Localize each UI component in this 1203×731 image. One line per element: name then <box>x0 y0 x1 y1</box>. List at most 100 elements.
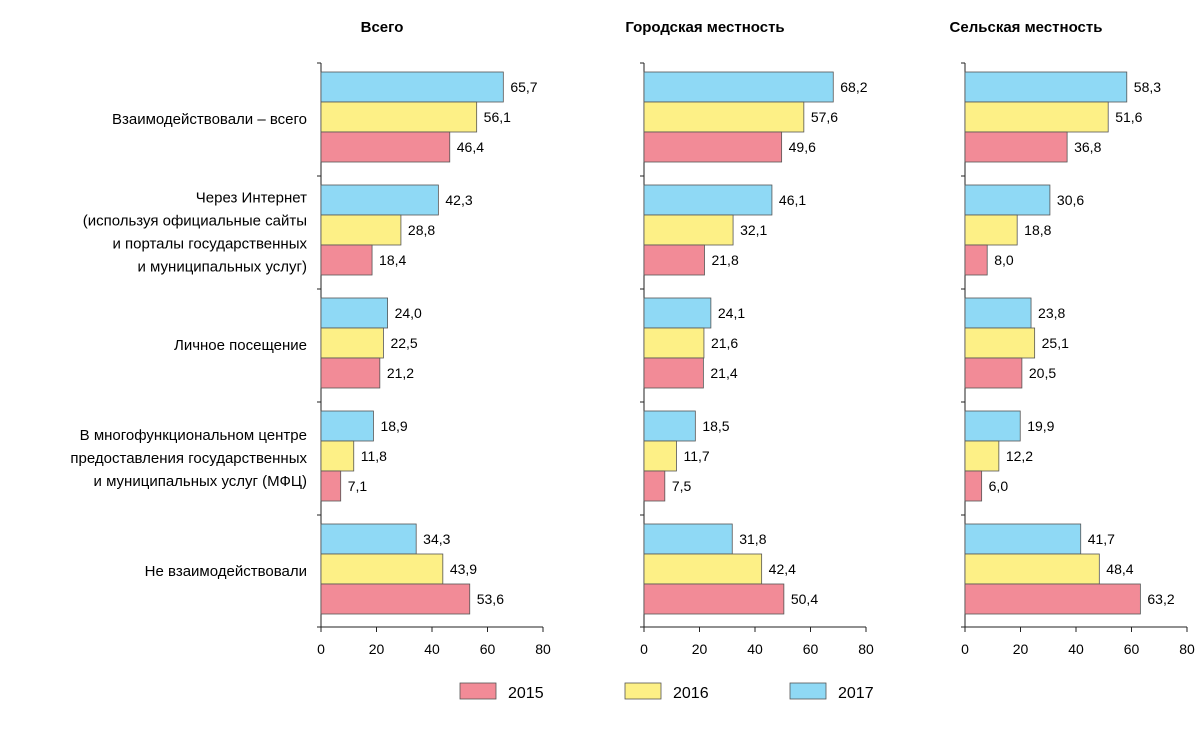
bar <box>964 583 1141 615</box>
bar-value-label: 51,6 <box>1115 109 1142 125</box>
bar-value-label: 57,6 <box>811 109 838 125</box>
x-tick-label: 20 <box>369 641 385 657</box>
x-tick-label: 80 <box>535 641 551 657</box>
legend-label: 2017 <box>838 685 874 702</box>
bar <box>320 410 374 442</box>
bar <box>320 553 444 585</box>
bar-value-label: 30,6 <box>1057 192 1084 208</box>
bar-value-label: 53,6 <box>477 591 504 607</box>
bar <box>643 440 677 472</box>
bar <box>643 184 773 216</box>
bar-value-label: 18,9 <box>380 418 407 434</box>
bar-value-label: 50,4 <box>791 591 818 607</box>
bar-value-label: 25,1 <box>1042 335 1069 351</box>
bar-value-label: 32,1 <box>740 222 767 238</box>
bar <box>643 297 712 329</box>
category-label: Не взаимодействовали <box>145 563 307 580</box>
bar-value-label: 7,1 <box>348 478 368 494</box>
bar-value-label: 21,6 <box>711 335 738 351</box>
bar-value-label: 63,2 <box>1147 591 1174 607</box>
bar-value-label: 19,9 <box>1027 418 1054 434</box>
x-tick-label: 60 <box>480 641 496 657</box>
bar-value-label: 46,4 <box>457 139 484 155</box>
bar-value-label: 36,8 <box>1074 139 1101 155</box>
x-tick-label: 40 <box>1068 641 1084 657</box>
bar <box>320 214 402 246</box>
bar <box>320 523 417 555</box>
x-tick-label: 0 <box>317 641 325 657</box>
category-label: Через Интернет <box>196 190 307 207</box>
bar <box>643 470 666 502</box>
bar-value-label: 68,2 <box>840 79 867 95</box>
bar <box>964 440 1000 472</box>
bar-value-label: 18,8 <box>1024 222 1051 238</box>
bar <box>643 410 696 442</box>
bar <box>643 327 705 359</box>
bar-value-label: 48,4 <box>1106 561 1133 577</box>
bar-value-label: 49,6 <box>789 139 816 155</box>
bar <box>320 101 478 133</box>
category-label: В многофункциональном центре <box>80 427 307 444</box>
bar <box>643 71 834 103</box>
bar <box>964 553 1100 585</box>
bar <box>964 523 1082 555</box>
bar-value-label: 21,2 <box>387 365 414 381</box>
legend-swatch <box>459 682 497 700</box>
legend-swatch <box>624 682 662 700</box>
bar-value-label: 65,7 <box>510 79 537 95</box>
x-tick-label: 80 <box>858 641 874 657</box>
bar <box>964 327 1036 359</box>
panel-title: Городская местность <box>625 19 784 36</box>
bar-value-label: 42,3 <box>445 192 472 208</box>
bar <box>320 357 381 389</box>
x-tick-label: 60 <box>1124 641 1140 657</box>
x-tick-label: 20 <box>1013 641 1029 657</box>
bar-value-label: 41,7 <box>1088 531 1115 547</box>
bar-value-label: 42,4 <box>769 561 796 577</box>
bar-value-label: 18,4 <box>379 252 406 268</box>
bar-value-label: 12,2 <box>1006 448 1033 464</box>
bar-value-label: 20,5 <box>1029 365 1056 381</box>
bar-value-label: 58,3 <box>1134 79 1161 95</box>
bar <box>320 583 471 615</box>
bar <box>320 327 384 359</box>
bar-value-label: 23,8 <box>1038 305 1065 321</box>
bar <box>320 71 504 103</box>
x-tick-label: 40 <box>747 641 763 657</box>
bar <box>964 297 1032 329</box>
bar <box>643 523 733 555</box>
bar-value-label: 11,7 <box>683 448 709 464</box>
bar-value-label: 31,8 <box>739 531 766 547</box>
category-label: и порталы государственных <box>112 236 307 253</box>
bar <box>643 131 783 163</box>
legend-swatch <box>789 682 827 700</box>
bar <box>964 184 1051 216</box>
bar-value-label: 7,5 <box>672 478 692 494</box>
legend-label: 2015 <box>508 685 544 702</box>
bar-value-label: 18,5 <box>702 418 729 434</box>
bar-value-label: 34,3 <box>423 531 450 547</box>
bar <box>643 553 763 585</box>
bar <box>964 214 1018 246</box>
bar-value-label: 22,5 <box>390 335 417 351</box>
bar-value-label: 21,8 <box>711 252 738 268</box>
bar-value-label: 6,0 <box>989 478 1009 494</box>
bar <box>643 583 785 615</box>
bar-value-label: 28,8 <box>408 222 435 238</box>
category-label: Взаимодействовали – всего <box>112 111 307 128</box>
x-tick-label: 60 <box>803 641 819 657</box>
bar <box>320 184 439 216</box>
x-tick-label: 20 <box>692 641 708 657</box>
x-tick-label: 80 <box>1179 641 1195 657</box>
bar <box>643 244 705 276</box>
category-label: предоставления государственных <box>70 450 307 467</box>
bar-value-label: 24,1 <box>718 305 745 321</box>
bar-value-label: 56,1 <box>484 109 511 125</box>
bar-value-label: 11,8 <box>361 448 387 464</box>
bar-value-label: 46,1 <box>779 192 806 208</box>
panel-title: Всего <box>361 19 404 36</box>
bar <box>964 470 983 502</box>
category-label: и муниципальных услуг (МФЦ) <box>94 473 307 490</box>
bar-value-label: 24,0 <box>395 305 422 321</box>
